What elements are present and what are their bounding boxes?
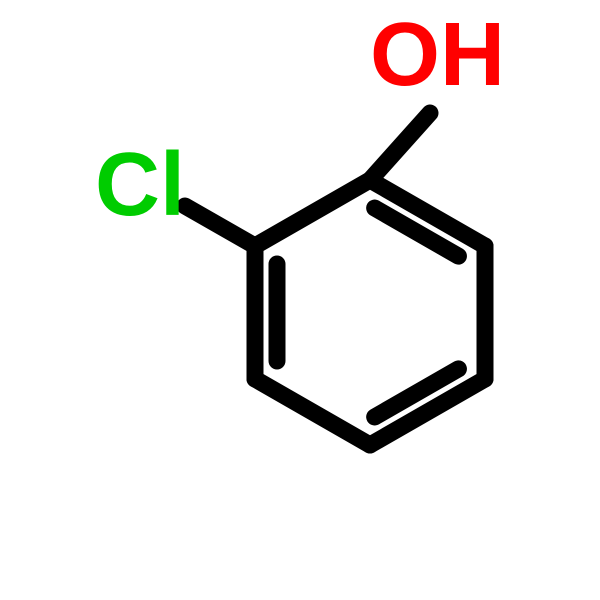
bond-line — [255, 180, 370, 246]
oh-label: OH — [370, 5, 505, 105]
cl-label: Cl — [95, 135, 185, 235]
molecule-diagram: OH Cl — [0, 0, 600, 600]
bond-line — [185, 206, 255, 246]
bond-line — [370, 113, 430, 180]
bond-line — [255, 379, 370, 445]
